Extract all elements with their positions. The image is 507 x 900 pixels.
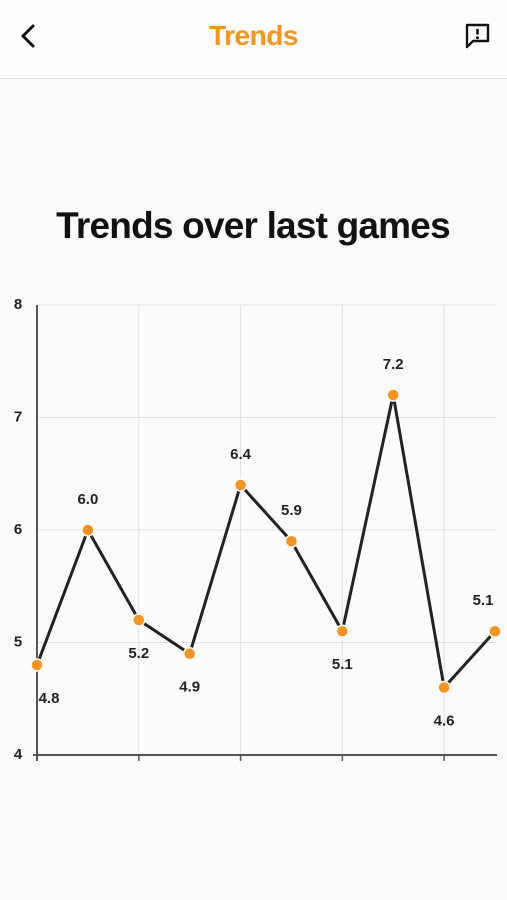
- data-label: 7.2: [383, 356, 404, 373]
- y-tick-label: 6: [14, 521, 22, 538]
- data-point: [233, 478, 248, 492]
- data-label: 6.0: [77, 491, 98, 508]
- data-point: [437, 680, 451, 695]
- data-point: [284, 534, 299, 548]
- data-point: [488, 624, 502, 638]
- data-point: [335, 624, 350, 638]
- data-label: 5.2: [128, 645, 149, 662]
- data-line: [35, 393, 497, 689]
- feedback-button[interactable]: [464, 22, 492, 50]
- data-point: [30, 658, 44, 672]
- data-label: 4.8: [39, 690, 60, 707]
- data-label: 6.4: [230, 446, 252, 463]
- data-label: 5.1: [473, 592, 494, 609]
- y-tick-label: 5: [14, 633, 22, 650]
- chart: Trends over last games 4 5 6 7 8 4.8 6.0 5.2 4.9…: [14, 205, 502, 763]
- data-point: [386, 388, 400, 402]
- back-button[interactable]: [16, 22, 40, 50]
- header: Trends: [0, 0, 507, 79]
- y-tick-label: 4: [14, 746, 23, 763]
- data-label: 4.6: [434, 712, 455, 729]
- data-label: 5.9: [281, 502, 302, 519]
- data-point: [182, 647, 197, 661]
- data-label: 4.9: [179, 679, 200, 696]
- data-point: [132, 613, 146, 627]
- y-tick-label: 8: [14, 296, 22, 313]
- data-point: [81, 523, 95, 537]
- data-label: 5.1: [332, 656, 353, 673]
- chart-title: Trends over last games: [56, 205, 450, 246]
- header-title: Trends: [209, 20, 298, 51]
- y-tick-label: 7: [14, 408, 22, 425]
